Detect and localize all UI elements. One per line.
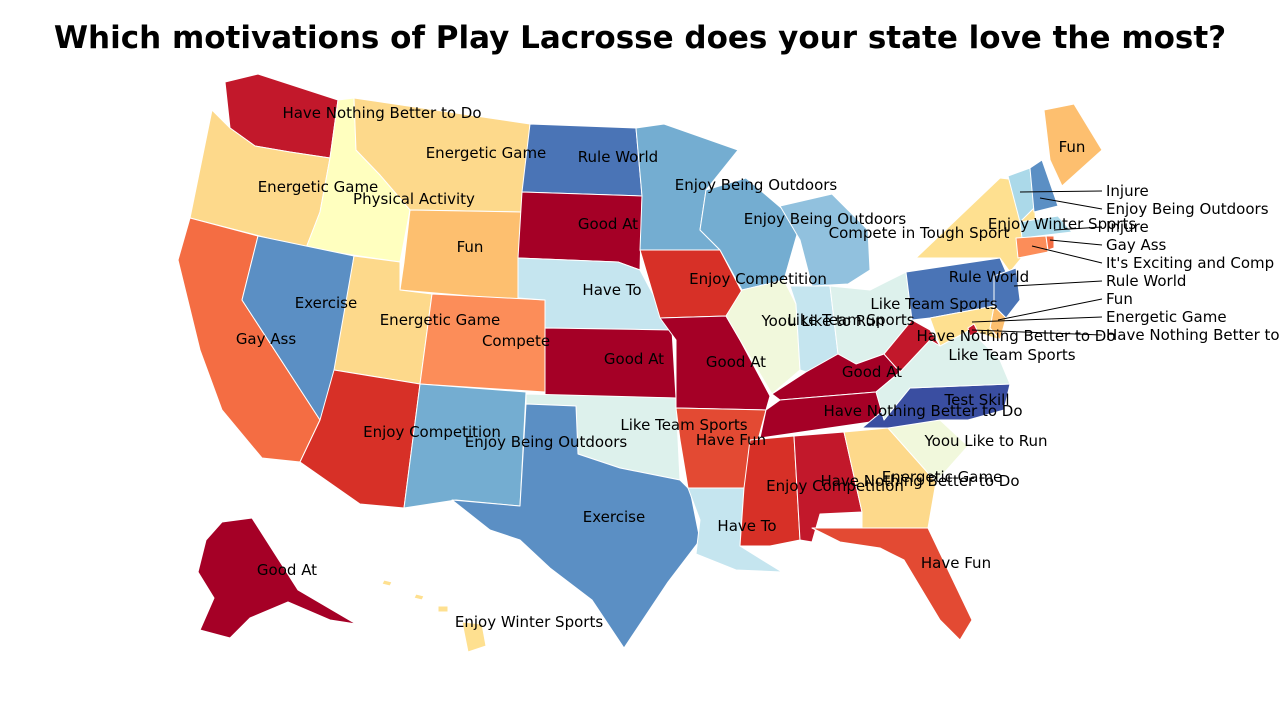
callout-label-dc: Have Nothing Better to Do	[1106, 326, 1280, 344]
state-hi-island-3	[437, 605, 449, 613]
state-label-sd: Good At	[578, 215, 638, 233]
state-label-ak: Good At	[257, 561, 317, 579]
state-label-ia: Enjoy Competition	[689, 270, 827, 288]
state-label-tn: Have Nothing Better to Do	[823, 402, 1022, 420]
state-hi	[461, 621, 487, 653]
state-label-mi: Compete in Tough Sport	[829, 224, 1010, 242]
callout-line-ri	[1049, 239, 1103, 246]
state-label-wi: Enjoy Being Outdoors	[744, 210, 907, 228]
callout-label-ma: Injure	[1106, 218, 1149, 236]
state-label-va: Like Team Sports	[948, 346, 1075, 364]
state-label-id: Physical Activity	[353, 190, 475, 208]
callout-label-ct: It's Exciting and Comp	[1106, 254, 1274, 272]
state-label-ok: Like Team Sports	[620, 416, 747, 434]
state-label-or: Energetic Game	[258, 178, 379, 196]
state-fl	[811, 527, 973, 641]
state-label-hi: Enjoy Winter Sports	[455, 613, 603, 631]
state-label-ca: Gay Ass	[236, 330, 297, 348]
state-label-oh: Like Team Sports	[870, 295, 997, 313]
map-title: Which motivations of Play Lacrosse does …	[53, 20, 1227, 56]
callout-line-ma	[1053, 226, 1103, 231]
callout-line-vt	[1019, 190, 1103, 193]
state-hi-island-2	[413, 593, 425, 601]
state-nh	[1029, 159, 1059, 213]
state-label-in: Like Team Sports	[787, 311, 914, 329]
state-label-ky: Good At	[842, 363, 902, 381]
state-label-ks: Good At	[604, 350, 664, 368]
state-label-wa: Have Nothing Better to Do	[282, 104, 481, 122]
state-label-mn: Enjoy Being Outdoors	[675, 176, 838, 194]
state-label-me: Fun	[1059, 138, 1086, 156]
callout-label-de: Fun	[1106, 290, 1133, 308]
state-label-tx: Exercise	[583, 508, 645, 526]
callout-label-vt: Injure	[1106, 182, 1149, 200]
state-label-nd: Rule World	[578, 148, 658, 166]
state-label-mo: Good At	[706, 353, 766, 371]
state-ak	[197, 517, 357, 639]
state-label-az: Enjoy Competition	[363, 423, 501, 441]
state-label-nm: Enjoy Being Outdoors	[465, 433, 628, 451]
state-hi-island-1	[381, 579, 393, 587]
state-label-al: Have Nothing Better to Do	[820, 472, 1019, 490]
state-label-pa: Rule World	[949, 268, 1029, 286]
callout-line-nj	[1013, 280, 1103, 287]
state-nj	[993, 267, 1021, 319]
state-label-nc: Test Skill	[943, 391, 1009, 409]
state-ma	[1019, 215, 1073, 239]
callout-line-ct	[1031, 245, 1103, 264]
state-label-co: Compete	[482, 332, 550, 350]
state-label-ms: Enjoy Competition	[766, 477, 904, 495]
callout-label-nj: Rule World	[1106, 272, 1186, 290]
state-label-fl: Have Fun	[921, 554, 991, 572]
state-me	[1043, 103, 1103, 187]
callout-line-de	[997, 298, 1103, 321]
state-ct	[1015, 235, 1049, 259]
callout-label-ri: Gay Ass	[1106, 236, 1167, 254]
state-il	[725, 279, 801, 395]
state-label-ut: Energetic Game	[380, 311, 501, 329]
callout-label-nh: Enjoy Being Outdoors	[1106, 200, 1269, 218]
callout-line-nh	[1039, 197, 1103, 210]
state-label-wy: Fun	[457, 238, 484, 256]
state-label-wv: Have Nothing Better to Do	[916, 327, 1115, 345]
state-label-ne: Have To	[582, 281, 641, 299]
state-label-il: Yoou Like to Run	[760, 312, 884, 330]
state-md	[929, 305, 1001, 347]
state-label-ny: Enjoy Winter Sports	[988, 215, 1136, 233]
state-shapes	[177, 73, 1103, 653]
state-tx	[451, 403, 701, 649]
state-label-la: Have To	[717, 517, 776, 535]
state-mi	[779, 193, 871, 287]
callout-line-md	[971, 316, 1103, 323]
state-label-nv: Exercise	[295, 294, 357, 312]
callout-label-md: Energetic Game	[1106, 308, 1227, 326]
state-label-mt: Energetic Game	[426, 144, 547, 162]
callout-line-dc	[971, 329, 1103, 336]
state-label-ga: Energetic Game	[882, 468, 1003, 486]
state-label-ar: Have Fun	[696, 431, 766, 449]
state-label-sc: Yoou Like to Run	[923, 432, 1047, 450]
state-ri	[1045, 235, 1055, 251]
